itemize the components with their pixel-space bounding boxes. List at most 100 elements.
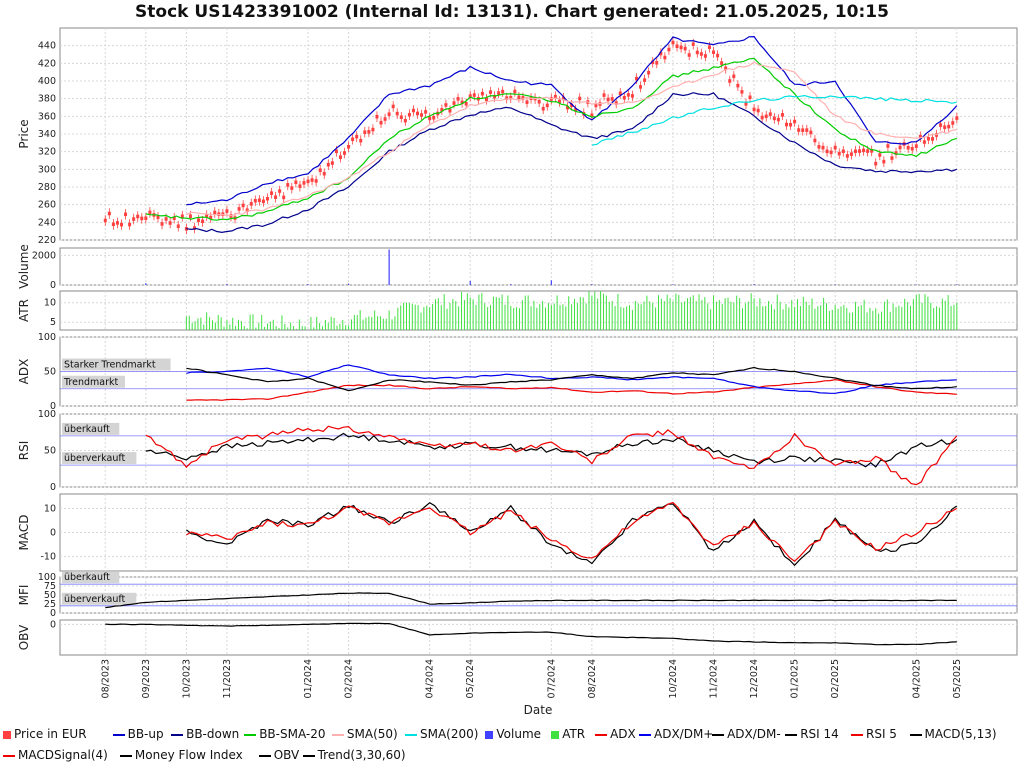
series-line [591,94,957,146]
candle-body [128,222,132,227]
legend-swatch [639,733,651,736]
y-tick-label: 0 [50,482,56,493]
legend-swatch [3,730,11,739]
candle-body [716,53,720,58]
candle-body [148,210,152,215]
legend-item: SMA(50) [331,727,398,742]
candle-body [509,95,513,100]
legend-swatch [112,733,125,736]
legend-label: BB-down [186,727,240,741]
candle-body [837,151,841,156]
candle-body [343,151,347,155]
candle-body [144,216,148,220]
legend-label: ADX [610,727,636,741]
candle-body [687,53,691,57]
candle-body [525,100,529,104]
x-tick-label: 10/2024 [668,659,679,698]
candle-body [387,112,391,116]
candle-body [663,55,667,60]
legend-label: BB-SMA-20 [259,727,326,741]
candle-body [375,114,379,119]
candle-body [574,108,578,112]
candle-body [237,207,241,211]
panel-rsi: 0 50 100 RSI überkauft überverkauft [17,409,1018,493]
y-tick-label: 50 [44,590,56,601]
candle-body [497,91,501,95]
candle-body [115,221,119,225]
legend-label: ATR [562,727,586,741]
candle-body [703,54,707,58]
candle-body [501,89,505,94]
legend-item: BB-down [171,727,239,742]
candle-body [858,149,862,153]
candle-body [610,97,614,101]
candle-body [460,100,464,105]
candle-body [468,94,472,98]
candle-body [432,115,436,120]
candle-body [813,138,817,143]
candle-body [274,195,278,199]
threshold-label-bg [62,422,120,435]
candle-body [853,149,857,154]
candle-body [168,221,172,225]
candle-body [849,152,853,156]
candle-body [805,128,809,132]
candle-body [667,47,671,52]
legend-label: BB-up [127,727,164,741]
y-tick-label: 240 [38,217,56,228]
candle-body [866,149,870,153]
candle-body [448,108,452,113]
x-tick-label: 08/2023 [100,659,111,698]
candle-body [180,214,184,219]
candle-body [882,159,886,164]
candle-body [424,110,428,114]
candle-body [521,96,525,100]
candle-body [136,214,140,219]
candle-body [691,42,695,46]
candle-body [298,184,302,188]
candle-body [683,46,687,51]
candle-body [322,171,326,176]
candle-body [870,149,874,153]
candle-body [444,103,448,107]
candle-body [209,215,213,220]
candle-body [732,74,736,79]
legend-item: MACD(5,13) [909,727,997,742]
y-tick-label: 280 [38,182,56,193]
panel-macd: -10 0 10 MACD [17,493,1018,572]
candle-body [241,203,245,208]
threshold-label-bg [62,358,171,371]
y-tick-label: 0 [50,608,56,619]
legend-item: RSI 5 [851,727,897,742]
x-tick-label: 11/2023 [222,659,233,698]
x-tick-label: 02/2025 [830,659,841,698]
candle-body [785,122,789,127]
legend-item: OBV [258,748,299,763]
candle-body [403,118,407,123]
candle-body [671,40,675,45]
legend-swatch [331,733,344,736]
candle-body [756,108,760,113]
candle-body [517,95,521,100]
candle-body [334,149,338,154]
legend-item: MACDSignal(4) [3,748,108,763]
candle-body [205,213,209,218]
legend-swatch [485,730,494,739]
candle-body [878,153,882,157]
threshold-label: überkauft [64,572,110,583]
candle-body [906,146,910,150]
threshold-label-bg [62,571,120,584]
y-tick-label: 25 [44,599,56,610]
candle-body [817,145,821,149]
candle-body [111,222,115,227]
candle-body [363,130,367,134]
candle-body [695,50,699,55]
y-tick-label: 340 [38,129,56,140]
candle-body [160,222,164,226]
y-tick-label: 260 [38,200,56,211]
y-tick-label: 100 [38,332,56,343]
legend-label: Trend(3,30,60) [317,748,406,762]
y-tick-label: 50 [44,367,56,378]
candle-body [744,102,748,106]
y-tick-label: 400 [38,76,56,87]
